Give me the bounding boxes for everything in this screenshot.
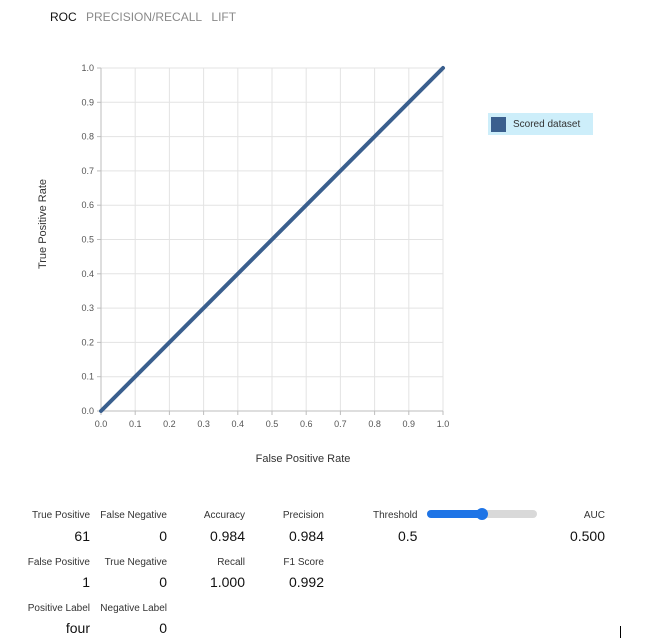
positive-label-value: four: [65, 620, 90, 636]
y-tick-label: 0.3: [81, 303, 94, 313]
x-tick-label: 0.6: [300, 419, 313, 429]
x-tick-label: 1.0: [437, 419, 450, 429]
legend-swatch: [491, 116, 506, 132]
y-tick-label: 0.2: [81, 337, 94, 347]
threshold-slider-fill: [427, 510, 482, 518]
threshold-slider[interactable]: [427, 508, 537, 520]
threshold-label: Threshold: [373, 510, 418, 521]
y-tick-label: 0.7: [81, 166, 94, 176]
threshold-slider-thumb[interactable]: [476, 508, 488, 520]
y-axis-label: True Positive Rate: [37, 179, 49, 269]
y-tick-label: 0.9: [81, 97, 94, 107]
tab-precision-recall[interactable]: PRECISION/RECALL: [86, 10, 203, 24]
precision-value: 0.984: [288, 528, 324, 544]
recall-label: Recall: [217, 557, 245, 568]
legend-label: Scored dataset: [513, 118, 581, 130]
x-tick-label: 0.4: [232, 419, 245, 429]
x-tick-label: 0.3: [197, 419, 210, 429]
false-negative-label: False Negative: [100, 510, 167, 521]
x-tick-label: 0.0: [95, 419, 108, 429]
true-negative-label: True Negative: [104, 557, 167, 568]
x-tick-label: 0.5: [266, 419, 279, 429]
positive-label-label: Positive Label: [27, 603, 90, 614]
auc-label: AUC: [583, 510, 605, 521]
x-tick-label: 0.9: [403, 419, 416, 429]
tab-roc[interactable]: ROC: [50, 10, 77, 24]
false-positive-value: 1: [82, 574, 90, 590]
precision-label: Precision: [282, 510, 324, 521]
x-tick-label: 0.7: [334, 419, 347, 429]
x-axis-label: False Positive Rate: [256, 453, 351, 465]
accuracy-value: 0.984: [209, 528, 245, 544]
chart-tabs: ROC PRECISION/RECALL LIFT: [50, 10, 242, 24]
y-tick-label: 0.5: [81, 235, 94, 245]
y-tick-label: 0.6: [81, 200, 94, 210]
true-positive-label: True Positive: [32, 510, 90, 521]
y-tick-label: 0.8: [81, 132, 94, 142]
x-tick-label: 0.2: [163, 419, 176, 429]
legend-item-scored-dataset[interactable]: Scored dataset: [488, 113, 593, 135]
y-tick-label: 1.0: [81, 63, 94, 73]
true-negative-value: 0: [159, 574, 167, 590]
f1-score-value: 0.992: [288, 574, 324, 590]
accuracy-label: Accuracy: [203, 510, 245, 521]
auc-value: 0.500: [569, 528, 605, 544]
y-tick-label: 0.0: [81, 406, 94, 416]
x-tick-label: 0.1: [129, 419, 142, 429]
false-positive-label: False Positive: [27, 557, 90, 568]
x-tick-label: 0.8: [368, 419, 381, 429]
series-line-scored-dataset: [99, 66, 445, 413]
tab-lift[interactable]: LIFT: [211, 10, 237, 24]
text-cursor: [620, 626, 621, 638]
threshold-value: 0.5: [398, 528, 418, 544]
recall-value: 1.000: [209, 574, 245, 590]
negative-label-value: 0: [159, 620, 167, 636]
y-tick-label: 0.4: [81, 269, 94, 279]
roc-chart: 0.0 0.1 0.2 0.3 0.4 0.5 0.6 0.7 0.8 0.9 1.0 0.0 0.1 0…: [37, 63, 450, 465]
negative-label-label: Negative Label: [100, 603, 167, 614]
f1-score-label: F1 Score: [283, 557, 324, 568]
false-negative-value: 0: [159, 528, 167, 544]
true-positive-value: 61: [74, 528, 90, 544]
y-tick-label: 0.1: [81, 372, 94, 382]
